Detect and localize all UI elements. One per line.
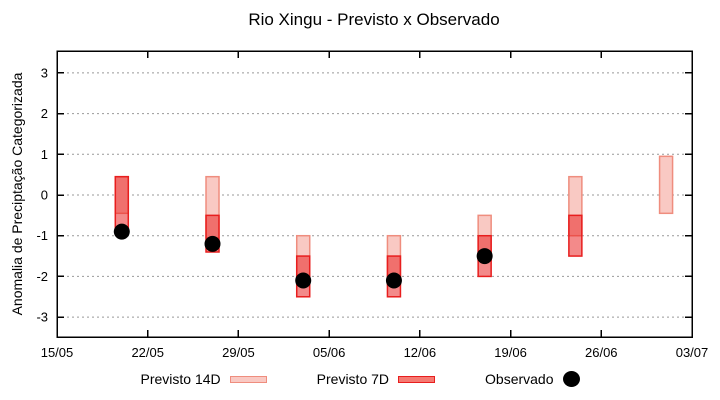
observed-dot-10-06: [385, 272, 402, 289]
legend-label-previsto-14d: Previsto 14D: [140, 371, 221, 387]
x-tick-label: 05/06: [313, 345, 346, 360]
legend-label-previsto-7d: Previsto 7D: [316, 371, 390, 387]
forecast-7d-bar-20-05: [114, 175, 130, 233]
legend-swatch-14d-icon: [229, 375, 267, 383]
legend-item-previsto-7d: Previsto 7D: [316, 371, 436, 387]
plot-border: [56, 50, 693, 338]
x-tick-label: 19/06: [494, 345, 527, 360]
legend: Previsto 14D Previsto 7D Observado: [0, 371, 720, 387]
observed-dot-03-06: [295, 272, 312, 289]
observed-dot-20-05: [113, 223, 130, 240]
legend-label-observado: Observado: [485, 371, 554, 387]
observed-dot-17-06: [476, 248, 493, 265]
y-tick-label: 2: [41, 106, 48, 121]
forecast-7d-bar-24-06: [568, 214, 583, 257]
x-tick-label: 29/05: [222, 345, 255, 360]
x-tick-label: 03/07: [676, 345, 709, 360]
x-tick-label: 22/05: [131, 345, 164, 360]
gridlines-layer: [57, 72, 692, 318]
legend-item-observado: Observado: [485, 371, 580, 387]
y-tick-label: 1: [41, 147, 48, 162]
x-tick-label: 26/06: [585, 345, 618, 360]
forecast-14d-bar-01-07: [658, 155, 674, 215]
y-tick-label: -1: [36, 228, 48, 243]
legend-dot-icon: [562, 371, 580, 387]
observed-dot-27-05: [204, 235, 221, 252]
x-tick-label: 15/05: [41, 345, 74, 360]
chart-title: Rio Xingu - Previsto x Observado: [248, 10, 500, 29]
y-tick-label: 0: [41, 188, 48, 203]
x-tick-label: 12/06: [404, 345, 437, 360]
y-tick-label: -3: [36, 310, 48, 325]
legend-swatch-7d-icon: [398, 375, 436, 383]
axes-ticks-layer: -3 -2 -1 0 1 2 3 15/05 22/05 29/05 05/06 12/06 19/06…: [36, 50, 709, 360]
observed-dots-layer: [113, 223, 493, 289]
legend-item-previsto-14d: Previsto 14D: [141, 371, 267, 387]
y-tick-label: -2: [36, 269, 48, 284]
y-tick-label: 3: [41, 65, 48, 80]
